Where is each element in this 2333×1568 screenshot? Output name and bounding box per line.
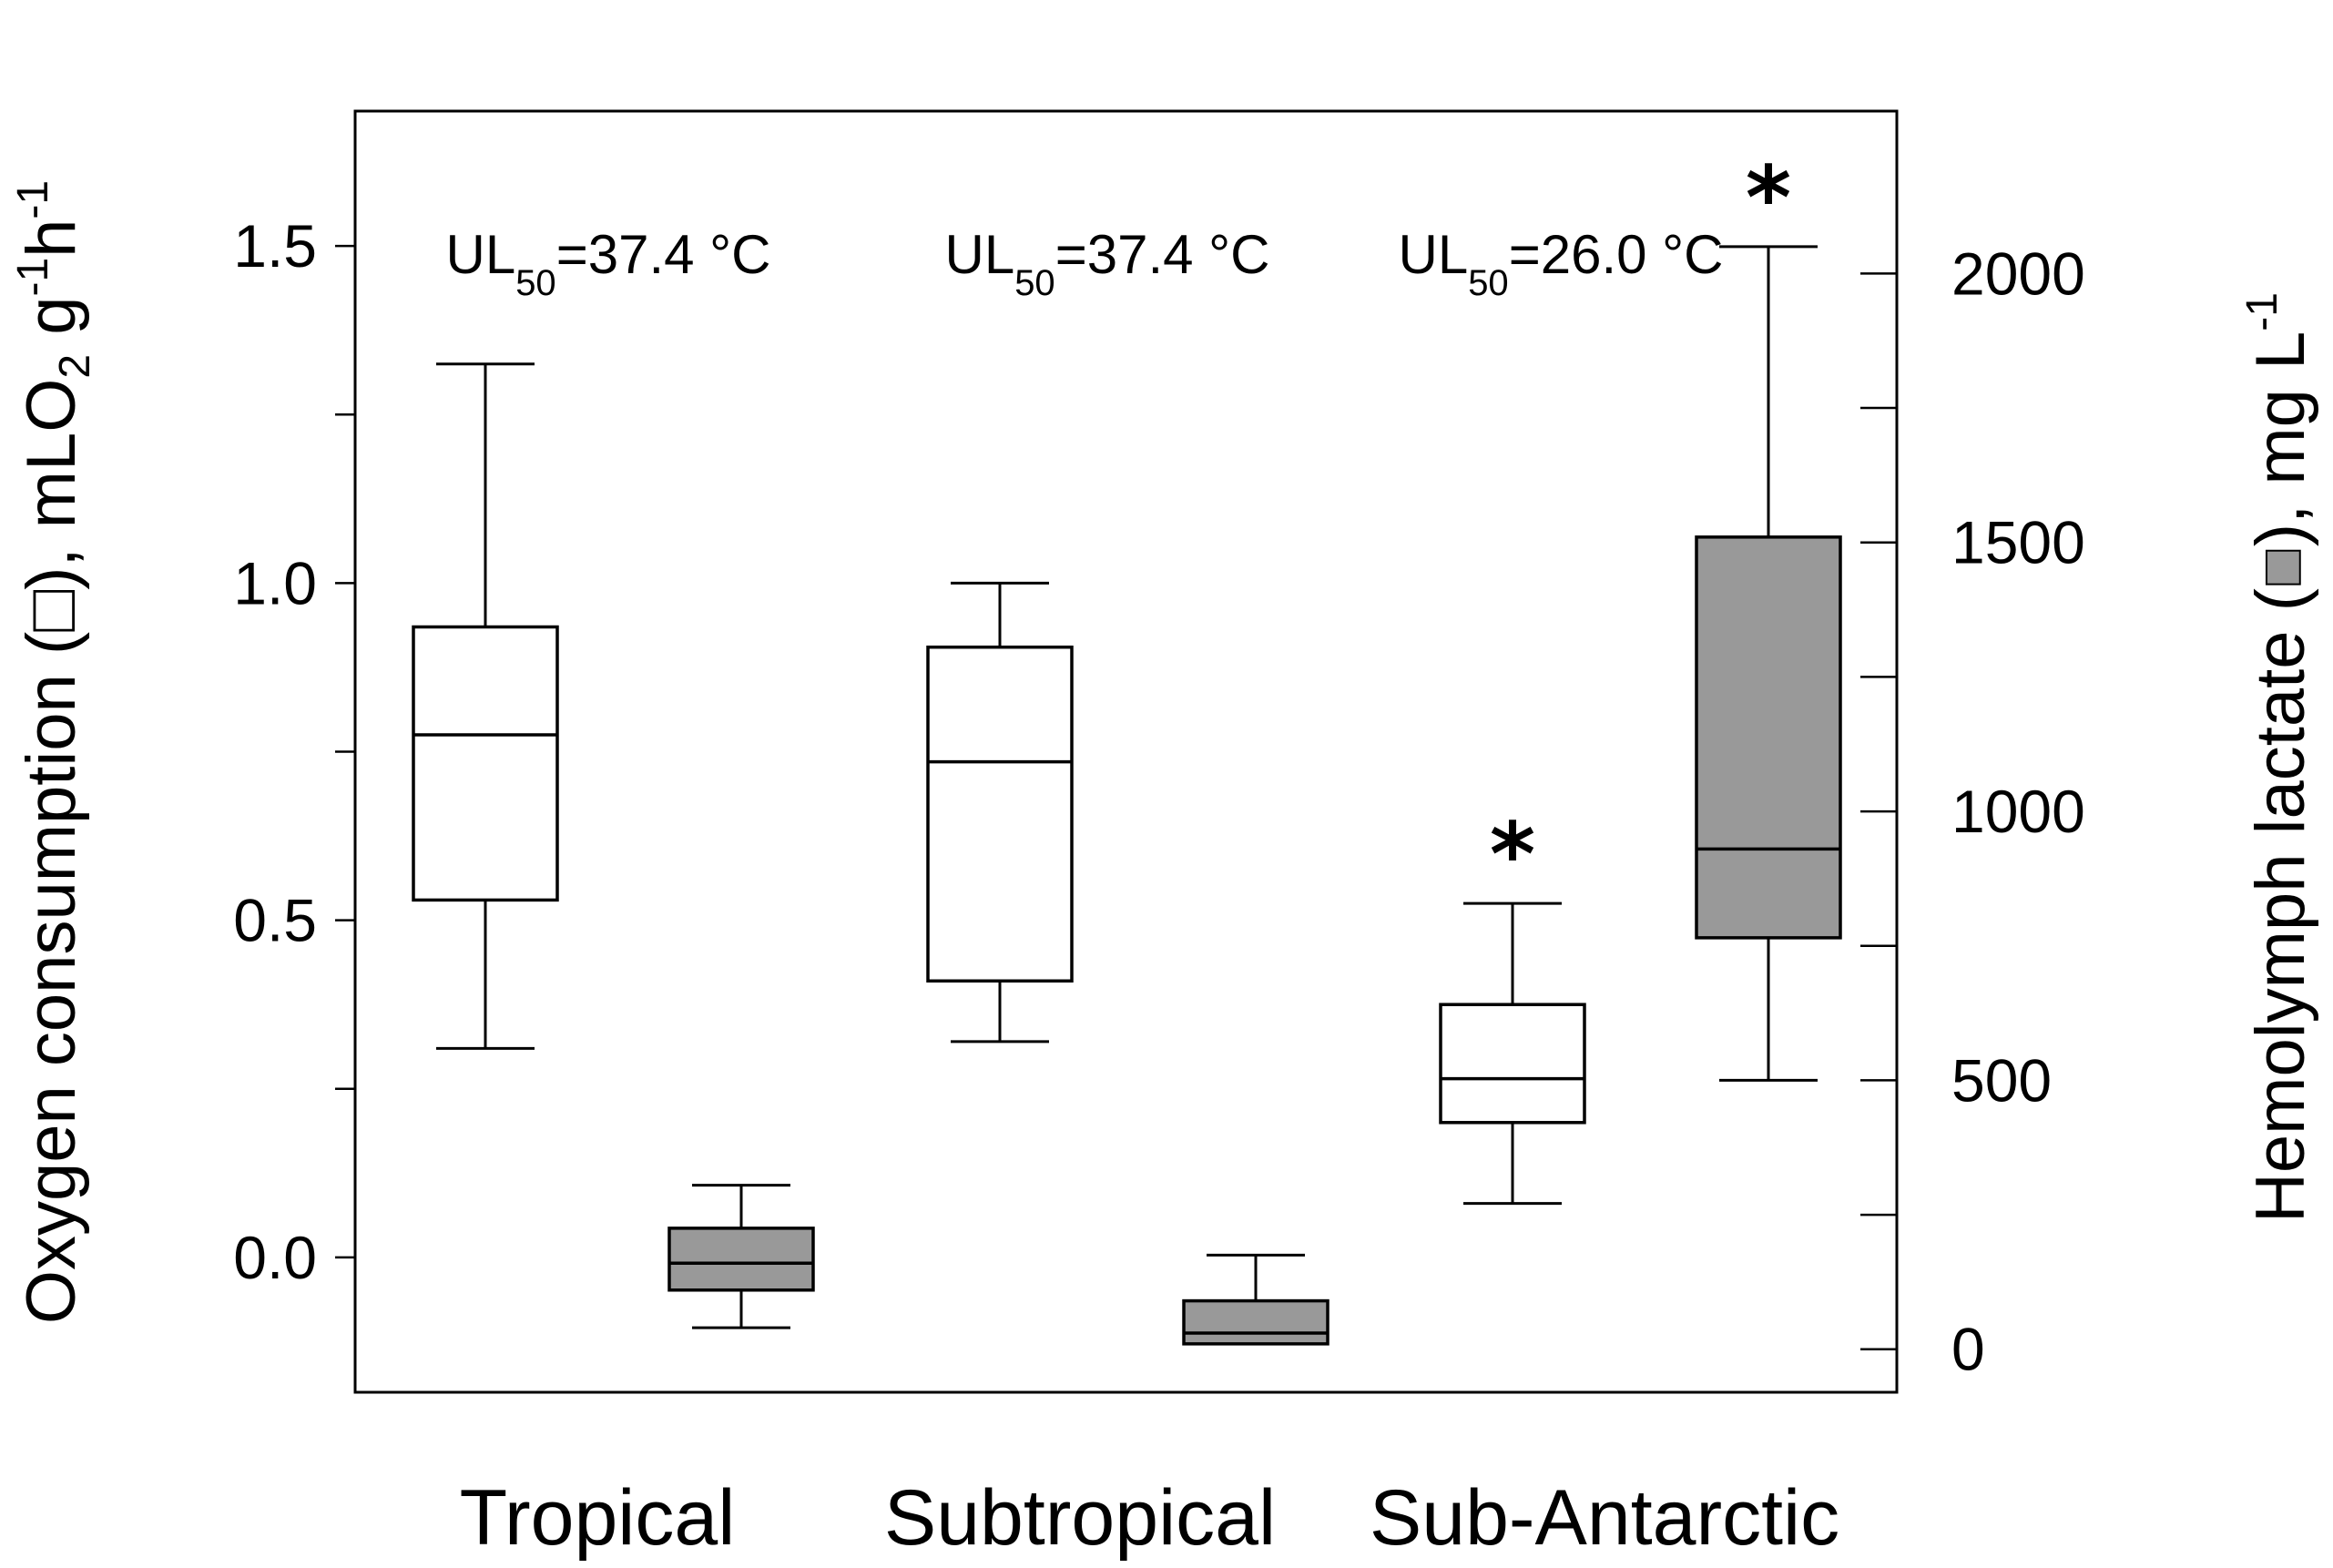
- open-box-sub-antarctic: *: [1439, 804, 1586, 1206]
- iqr-box: [926, 645, 1074, 983]
- open-box-subtropical: [926, 581, 1074, 1044]
- ul50-annotation: UL50=26.0 °C: [1398, 224, 1723, 303]
- left-tick-label: 0.0: [233, 1224, 317, 1291]
- left-tick-label: 1.5: [233, 212, 317, 280]
- right-axis-title: Hemolymph lactate (■), mg L-1: [2238, 292, 2320, 1223]
- iqr-box: [1695, 535, 1842, 940]
- significance-star: *: [1746, 148, 1791, 249]
- legend-open-box-symbol: □: [13, 590, 90, 632]
- legend-gray-box-symbol: ■: [2242, 546, 2319, 588]
- significance-star: *: [1490, 804, 1535, 906]
- category-labels: Tropical Subtropical Sub-Antarctic: [460, 1474, 1839, 1562]
- boxes: **: [412, 148, 1842, 1346]
- gray-box-tropical: [667, 1184, 815, 1329]
- left-tick-label: 1.0: [233, 549, 317, 616]
- right-tick-label: 1000: [1951, 778, 2085, 845]
- ul50-annotation: UL50=37.4 °C: [944, 224, 1269, 303]
- left-axis-title: Oxygen consumption (□), mLO2 g-1h-1: [9, 180, 99, 1324]
- gray-box-sub-antarctic: *: [1695, 148, 1842, 1082]
- svg-text:Hemolymph lactate (■), mg L-1: Hemolymph lactate (■), mg L-1: [2238, 292, 2319, 1223]
- iqr-box: [412, 625, 559, 902]
- plot-frame: [353, 109, 1899, 1394]
- category-label: Subtropical: [884, 1474, 1276, 1562]
- open-box-tropical: [412, 362, 559, 1050]
- iqr-box: [1439, 1003, 1586, 1125]
- iqr-box: [667, 1227, 815, 1292]
- category-label: Sub-Antarctic: [1370, 1474, 1839, 1562]
- right-tick-label: 0: [1951, 1316, 1985, 1383]
- gray-box-subtropical: [1182, 1253, 1330, 1346]
- right-tick-label: 1500: [1951, 509, 2085, 576]
- category-label: Tropical: [460, 1474, 736, 1562]
- right-y-axis: 0 500 1000 1500 2000: [1860, 239, 2085, 1383]
- left-y-axis: 0.0 0.5 1.0 1.5: [233, 212, 355, 1291]
- right-tick-label: 500: [1951, 1046, 2052, 1114]
- annotations: UL50=37.4 °C UL50=37.4 °C UL50=26.0 °C: [445, 224, 1723, 303]
- left-tick-label: 0.5: [233, 887, 317, 954]
- right-tick-label: 2000: [1951, 239, 2085, 307]
- iqr-box: [1182, 1298, 1330, 1346]
- ul50-annotation: UL50=37.4 °C: [445, 224, 770, 303]
